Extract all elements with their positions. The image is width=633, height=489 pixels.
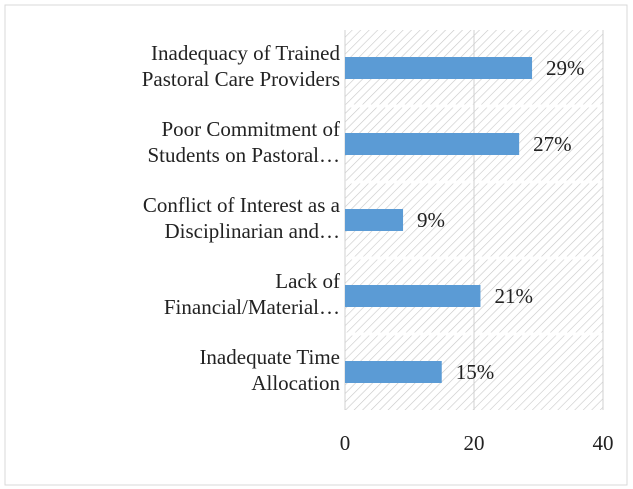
x-tick-label: 0 <box>340 431 351 455</box>
data-label: 29% <box>546 56 585 80</box>
y-tick-label: Students on Pastoral… <box>148 143 341 167</box>
y-tick-label: Allocation <box>251 371 340 395</box>
chart-border <box>4 4 628 486</box>
bar <box>345 361 442 383</box>
bar <box>345 57 533 79</box>
y-tick-label: Inadequacy of Trained <box>151 41 340 65</box>
data-label: 9% <box>417 208 445 232</box>
y-tick-label: Inadequate Time <box>199 345 340 369</box>
y-tick-label: Lack of <box>275 269 340 293</box>
data-label: 27% <box>533 132 572 156</box>
y-tick-label: Poor Commitment of <box>162 117 341 141</box>
data-label: 15% <box>456 360 495 384</box>
bar <box>345 133 520 155</box>
y-tick-label: Financial/Material… <box>164 295 340 319</box>
y-tick-label: Disciplinarian and… <box>164 219 340 243</box>
y-tick-label: Pastoral Care Providers <box>142 67 340 91</box>
bar <box>345 209 404 231</box>
data-label: 21% <box>494 284 533 308</box>
y-tick-label: Conflict of Interest as a <box>143 193 341 217</box>
x-tick-label: 20 <box>464 431 485 455</box>
bar <box>345 285 481 307</box>
x-tick-label: 40 <box>593 431 614 455</box>
